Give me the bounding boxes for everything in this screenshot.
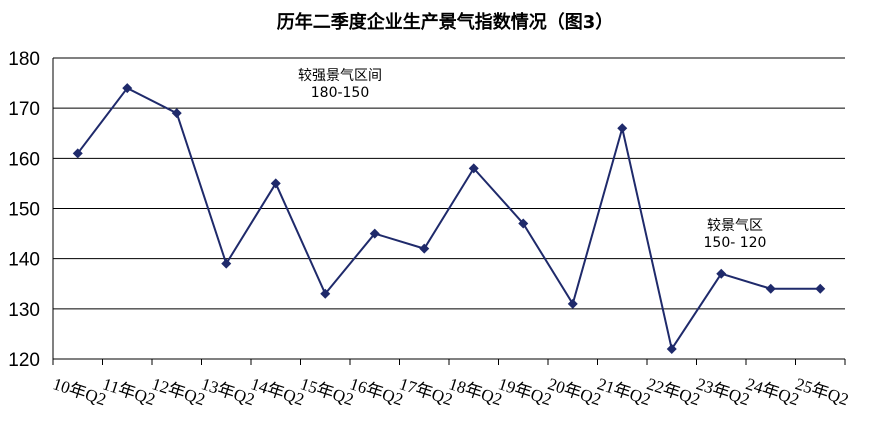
marker: [320, 288, 331, 299]
marker: [72, 148, 83, 159]
y-tick-label: 140: [8, 250, 40, 271]
marker: [468, 163, 479, 174]
y-tick-label: 180: [8, 49, 40, 70]
marker: [270, 178, 281, 189]
marker: [716, 268, 727, 279]
marker: [221, 258, 232, 269]
line: [76, 86, 821, 352]
y-tick-label: 120: [8, 350, 40, 371]
y-tick-label: 160: [8, 149, 40, 170]
y-tick-label: 150: [8, 200, 40, 221]
marker: [765, 283, 776, 294]
annotation: 较景气区: [707, 218, 763, 234]
chart-title: 历年二季度企业生产景气指数情况（图3）: [277, 11, 614, 33]
annotation: 较强景气区间: [298, 68, 382, 84]
marker: [171, 108, 182, 119]
marker: [518, 218, 529, 229]
marker: [666, 343, 677, 354]
marker: [567, 298, 578, 309]
marker: [419, 243, 430, 254]
y-tick-label: 130: [8, 300, 40, 321]
marker: [815, 283, 826, 294]
annotation: 150- 120: [704, 235, 767, 251]
annotation: 180-150: [311, 85, 370, 101]
x-tick-label: 25年Q2: [793, 374, 851, 409]
marker: [122, 83, 133, 94]
marker: [369, 228, 380, 239]
y-tick-label: 170: [8, 99, 40, 120]
marker: [617, 123, 628, 134]
